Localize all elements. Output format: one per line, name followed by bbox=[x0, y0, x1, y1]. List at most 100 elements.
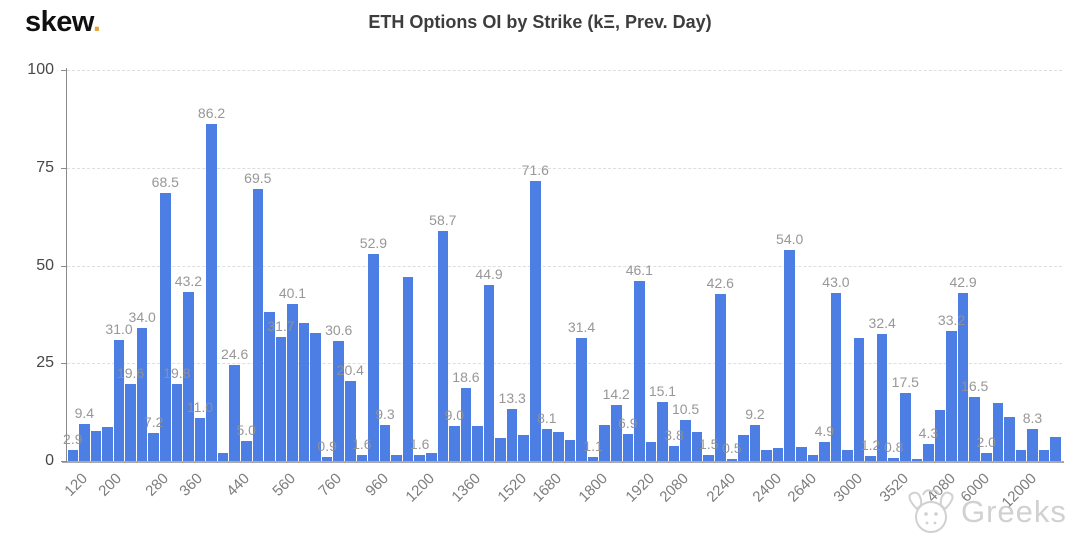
bar bbox=[691, 431, 703, 461]
x-axis-line bbox=[62, 461, 1064, 463]
y-axis-line bbox=[66, 68, 67, 462]
bar-value-label: 0.8 bbox=[883, 438, 904, 455]
bar: 5.0 bbox=[236, 422, 256, 461]
y-tick-label-25: 25 bbox=[36, 354, 54, 372]
bar: 58.7 bbox=[429, 212, 456, 461]
bar: 24.6 bbox=[221, 346, 248, 461]
bar bbox=[402, 277, 414, 461]
bar-value-label: 2.0 bbox=[976, 434, 996, 451]
x-tick-label-1680: 1680 bbox=[529, 470, 566, 506]
bar: 17.5 bbox=[892, 374, 919, 461]
bar-value-label: 86.2 bbox=[197, 104, 226, 121]
bar: 31.4 bbox=[568, 319, 595, 461]
x-tick-label-2400: 2400 bbox=[749, 470, 785, 506]
bar-value-label: 5.0 bbox=[236, 422, 256, 439]
bar-value-label: 4.9 bbox=[814, 422, 835, 439]
bar-slot: 43.2 bbox=[175, 70, 202, 461]
bar-slot bbox=[853, 70, 865, 461]
bar-slot bbox=[599, 70, 611, 461]
bar-slot: 1.1 bbox=[583, 70, 603, 461]
bar-slot bbox=[992, 70, 1004, 461]
bar-slot bbox=[518, 70, 530, 461]
x-tick-label-200: 200 bbox=[95, 470, 126, 500]
bar-slot: 1.5 bbox=[699, 70, 718, 461]
bar-slot: 19.8 bbox=[163, 70, 190, 461]
bar: 54.0 bbox=[776, 231, 803, 461]
bar-slot: 24.6 bbox=[221, 70, 248, 461]
bar: 20.4 bbox=[337, 362, 364, 461]
bar: 6.9 bbox=[618, 415, 638, 461]
bar bbox=[1004, 416, 1015, 461]
bar-slot bbox=[934, 70, 946, 461]
bar: 32.4 bbox=[869, 315, 896, 461]
bar-slot: 71.6 bbox=[522, 70, 549, 461]
bar: 86.2 bbox=[198, 105, 225, 461]
bar-slot: 44.9 bbox=[475, 70, 503, 461]
bar: 9.4 bbox=[75, 405, 94, 461]
bar-value-label: 1.5 bbox=[698, 436, 719, 453]
bar-value-label: 42.6 bbox=[706, 275, 734, 292]
bar: 1.6 bbox=[410, 436, 429, 461]
bar bbox=[264, 312, 275, 461]
bar bbox=[1050, 436, 1061, 461]
x-tick-label-1520: 1520 bbox=[494, 470, 531, 506]
bar-slot bbox=[102, 70, 114, 461]
bar-slot: 8.1 bbox=[537, 70, 557, 461]
bar-value-label: 24.6 bbox=[221, 345, 249, 362]
bar-value-label: 6.9 bbox=[618, 415, 638, 432]
bar-slot: 19.6 bbox=[117, 70, 144, 461]
skew-logo: skew. bbox=[25, 6, 101, 39]
watermark-text: Greeks bbox=[961, 494, 1067, 529]
bar-value-label: 1.6 bbox=[409, 435, 430, 452]
bar-slot bbox=[472, 70, 484, 461]
bar: 1.5 bbox=[699, 436, 718, 461]
gridline-100 bbox=[67, 70, 1062, 71]
bar-slot: 0.9 bbox=[317, 70, 337, 461]
x-tick-label-1800: 1800 bbox=[575, 470, 612, 506]
bar: 43.2 bbox=[175, 273, 202, 461]
gridline-75 bbox=[67, 167, 1062, 169]
bar-value-label: 1.6 bbox=[352, 435, 372, 452]
bar-value-label: 31.0 bbox=[105, 320, 133, 337]
bar-value-label: 8.1 bbox=[537, 410, 557, 427]
bar bbox=[425, 453, 437, 461]
bar bbox=[495, 437, 506, 461]
x-tick-label-1360: 1360 bbox=[448, 470, 485, 506]
bar: 7.2 bbox=[144, 414, 163, 461]
bar-slot bbox=[1038, 70, 1050, 461]
bar-value-label: 43.0 bbox=[822, 273, 850, 290]
bar-value-label: 32.4 bbox=[868, 315, 896, 332]
bar-value-label: 34.0 bbox=[128, 309, 156, 326]
bar-slot: 8.3 bbox=[1023, 70, 1042, 461]
bar-value-label: 58.7 bbox=[429, 212, 457, 229]
x-tick-label-120: 120 bbox=[61, 470, 91, 500]
bar-slot: 69.5 bbox=[244, 70, 271, 461]
x-tick-label-280: 280 bbox=[142, 470, 172, 500]
x-tick-label-3000: 3000 bbox=[830, 470, 866, 506]
bar bbox=[102, 426, 113, 461]
bar-slot bbox=[402, 70, 414, 461]
bar bbox=[564, 439, 576, 461]
bar: 71.6 bbox=[522, 162, 549, 461]
bar-slot bbox=[1050, 70, 1062, 461]
bar-slot: 31.0 bbox=[105, 70, 133, 461]
bar: 1.2 bbox=[861, 437, 880, 461]
x-tick-label-2080: 2080 bbox=[656, 470, 693, 506]
bar-slot: 33.2 bbox=[938, 70, 965, 461]
bar-slot: 9.0 bbox=[445, 70, 464, 461]
bar-value-label: 9.3 bbox=[375, 405, 395, 422]
bar-slot: 58.7 bbox=[429, 70, 456, 461]
bar-value-label: 30.6 bbox=[325, 322, 353, 339]
bar: 9.0 bbox=[445, 407, 464, 461]
bar: 4.9 bbox=[815, 423, 834, 461]
bar-slot: 7.2 bbox=[144, 70, 163, 461]
bar-slot: 11.0 bbox=[187, 70, 213, 461]
bar-value-label: 14.2 bbox=[602, 386, 630, 403]
bar bbox=[391, 455, 402, 461]
cow-face-icon bbox=[908, 489, 954, 533]
bar: 10.5 bbox=[672, 401, 699, 461]
bar-slot bbox=[495, 70, 507, 461]
bar-value-label: 9.0 bbox=[444, 406, 465, 423]
bar-slot bbox=[807, 70, 819, 461]
bar-value-label: 44.9 bbox=[475, 266, 503, 283]
